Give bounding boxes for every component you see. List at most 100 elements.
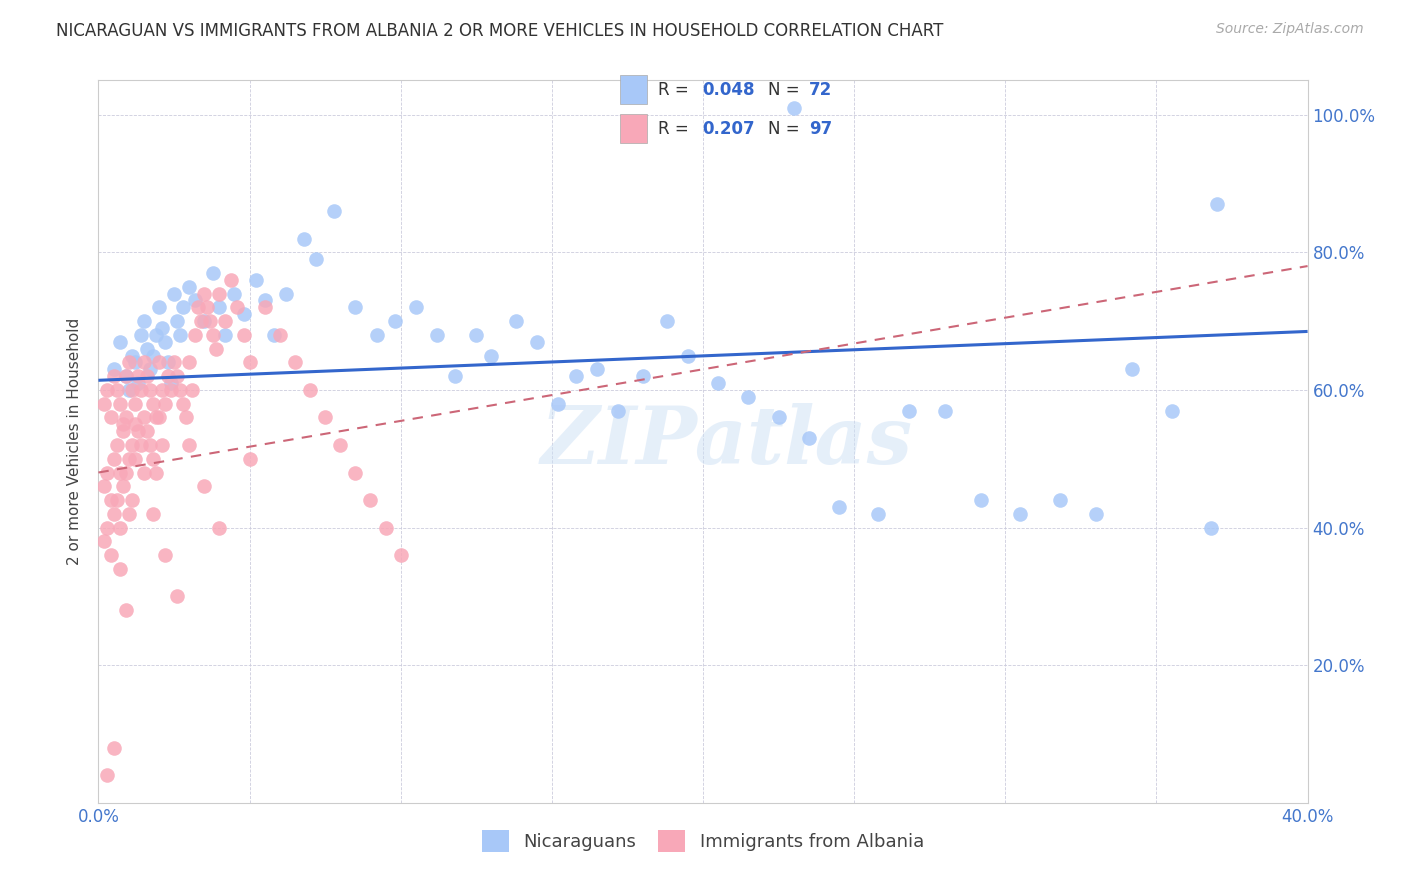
Point xyxy=(111,417,134,432)
Text: N =: N = xyxy=(768,120,804,137)
Text: N =: N = xyxy=(768,81,804,99)
Point xyxy=(200,314,222,328)
Point xyxy=(193,479,215,493)
Point xyxy=(145,327,167,342)
Point xyxy=(96,768,118,782)
Point xyxy=(103,740,125,755)
Point xyxy=(565,369,588,384)
Point xyxy=(153,334,176,349)
Point xyxy=(108,334,131,349)
FancyBboxPatch shape xyxy=(620,76,647,104)
Point xyxy=(103,362,125,376)
Point xyxy=(179,355,201,369)
Point xyxy=(135,369,157,384)
Point xyxy=(299,383,322,397)
Point xyxy=(707,376,730,390)
Point xyxy=(135,424,157,438)
Point xyxy=(897,403,920,417)
Point xyxy=(148,410,170,425)
Point xyxy=(205,342,228,356)
Point xyxy=(124,355,146,369)
Point xyxy=(292,231,315,245)
Point xyxy=(124,451,146,466)
Point xyxy=(150,321,173,335)
Point xyxy=(384,314,406,328)
Point xyxy=(214,327,236,342)
Text: R =: R = xyxy=(658,81,695,99)
Point xyxy=(828,500,851,514)
Point xyxy=(103,369,125,384)
Point xyxy=(114,466,136,480)
Text: 72: 72 xyxy=(808,81,832,99)
Point xyxy=(676,349,699,363)
Point xyxy=(142,507,165,521)
Point xyxy=(121,383,143,397)
Point xyxy=(121,438,143,452)
Point xyxy=(145,466,167,480)
Point xyxy=(202,266,225,280)
Point xyxy=(132,410,155,425)
Point xyxy=(129,327,152,342)
Point xyxy=(118,507,141,521)
Point xyxy=(150,383,173,397)
Point xyxy=(129,438,152,452)
Point xyxy=(135,342,157,356)
Point xyxy=(274,286,297,301)
Point xyxy=(426,327,449,342)
Point xyxy=(148,301,170,315)
Text: ZIPatlas: ZIPatlas xyxy=(541,403,914,480)
Point xyxy=(208,520,231,534)
Point xyxy=(284,355,307,369)
Point xyxy=(193,314,215,328)
Point xyxy=(253,301,276,315)
Point xyxy=(1160,403,1182,417)
Point xyxy=(103,451,125,466)
FancyBboxPatch shape xyxy=(620,114,647,143)
Point xyxy=(970,493,993,508)
Point xyxy=(631,369,654,384)
Point xyxy=(118,451,141,466)
Point xyxy=(1085,507,1108,521)
Text: NICARAGUAN VS IMMIGRANTS FROM ALBANIA 2 OR MORE VEHICLES IN HOUSEHOLD CORRELATIO: NICARAGUAN VS IMMIGRANTS FROM ALBANIA 2 … xyxy=(56,22,943,40)
Point xyxy=(166,590,188,604)
Point xyxy=(505,314,527,328)
Point xyxy=(145,410,167,425)
Point xyxy=(1121,362,1143,376)
Point xyxy=(374,520,396,534)
Point xyxy=(934,403,956,417)
Point xyxy=(166,369,188,384)
Point xyxy=(114,410,136,425)
Point xyxy=(150,438,173,452)
Point xyxy=(208,286,231,301)
Point xyxy=(586,362,609,376)
Point xyxy=(160,376,183,390)
Point xyxy=(96,466,118,480)
Y-axis label: 2 or more Vehicles in Household: 2 or more Vehicles in Household xyxy=(67,318,83,566)
Point xyxy=(547,397,569,411)
Point xyxy=(105,493,128,508)
Point xyxy=(232,307,254,321)
Text: Source: ZipAtlas.com: Source: ZipAtlas.com xyxy=(1216,22,1364,37)
Point xyxy=(124,417,146,432)
Point xyxy=(142,451,165,466)
Point xyxy=(193,286,215,301)
Point xyxy=(181,383,204,397)
Point xyxy=(111,479,134,493)
Point xyxy=(156,369,179,384)
Point xyxy=(214,314,236,328)
Point xyxy=(127,376,149,390)
Text: 0.048: 0.048 xyxy=(702,81,755,99)
Point xyxy=(121,349,143,363)
Point xyxy=(124,397,146,411)
Legend: Nicaraguans, Immigrants from Albania: Nicaraguans, Immigrants from Albania xyxy=(475,822,931,859)
Point xyxy=(93,397,115,411)
Point xyxy=(118,383,141,397)
Point xyxy=(179,279,201,293)
Point xyxy=(783,101,806,115)
Point xyxy=(868,507,890,521)
Point xyxy=(93,534,115,549)
Point xyxy=(108,520,131,534)
Point xyxy=(607,403,630,417)
Point xyxy=(172,301,194,315)
Point xyxy=(187,301,209,315)
